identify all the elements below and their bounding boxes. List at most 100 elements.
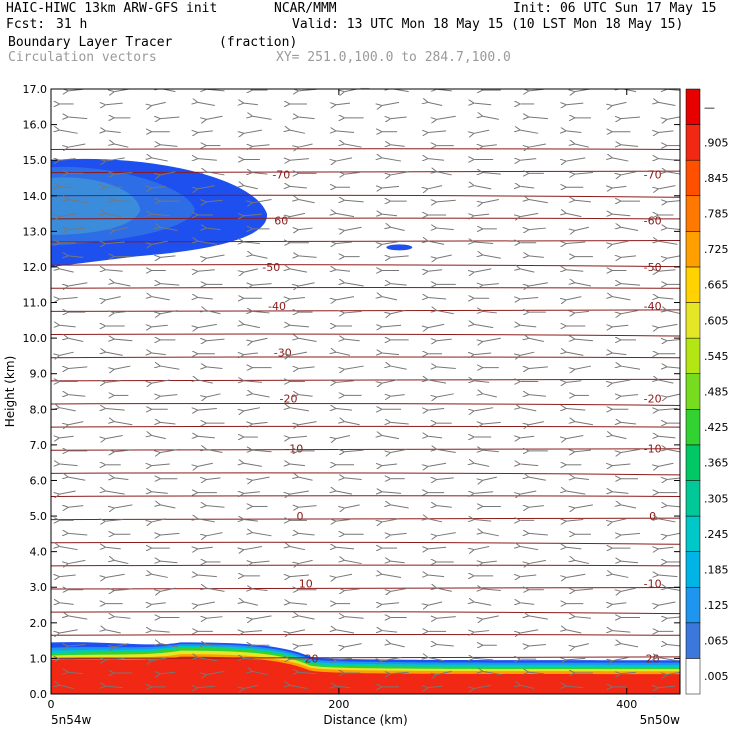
wind-vector [152,631,170,633]
wind-vector [658,102,676,107]
wind-vector [658,408,678,410]
wind-vector [529,367,548,369]
wind-vector [160,587,176,591]
circulation-vector-layer [60,89,680,689]
wind-vector [667,532,680,536]
wind-vector [483,615,499,619]
wind-vector [667,449,680,453]
wind-vector [437,644,454,646]
contour-line [51,656,680,659]
contour-label-left: 10 [299,578,313,591]
wind-vector [198,658,217,662]
wind-vector [106,686,123,688]
colorbar-label: .905 [704,136,729,149]
wind-vector [621,256,637,258]
wind-vector [106,157,125,161]
wind-vector [391,171,409,175]
wind-vector [566,491,586,495]
wind-vector [520,212,539,216]
wind-vector [520,186,535,188]
wind-vector [114,283,131,287]
wind-vector [667,506,680,508]
wind-vector [206,367,223,369]
wind-vector [391,644,405,648]
colorbar-swatch [685,444,701,481]
wind-vector [68,506,84,508]
contour-label-right: -70 [644,168,662,181]
wind-vector [106,630,121,634]
wind-vector [253,561,270,563]
wind-vector [253,173,268,175]
wind-vector [244,353,258,355]
wind-vector [345,311,362,313]
wind-vector [428,601,443,605]
wind-vector [520,685,535,689]
wind-vector [437,367,456,369]
wind-vector [160,561,178,563]
center-label: NCAR/MMM [274,1,337,16]
contour-label-left: -50 [262,261,280,274]
wind-vector [382,574,402,578]
wind-vector [483,199,499,203]
wind-vector [382,353,400,355]
wind-vector [345,450,364,452]
wind-vector [198,102,215,107]
wind-vector [520,464,539,466]
wind-vector [160,256,176,258]
wind-vector [612,240,629,244]
wind-vector [612,158,629,162]
wind-vector [345,200,364,202]
wind-vector [428,547,447,549]
wind-vector [391,587,409,591]
wind-vector [160,310,178,314]
wind-vector [244,407,260,411]
wind-vector [575,589,593,591]
contour-line [51,564,680,567]
wind-vector [244,545,262,549]
wind-vector [428,686,443,688]
wind-vector [253,476,270,480]
wind-vector [299,367,315,369]
y-tick-label: 0.0 [30,688,48,701]
wind-vector [114,504,133,508]
wind-vector [152,492,168,494]
wind-vector [566,296,582,300]
wind-vector [253,589,268,591]
wind-vector [437,115,456,119]
wind-vector [382,325,402,327]
wind-vector [621,505,637,509]
y-tick-label: 8.0 [30,403,48,416]
wind-vector [483,394,497,398]
contour-label-right: 20 [646,652,660,665]
wind-vector [621,422,637,424]
wind-vector [437,172,452,176]
contour-label-right: -20 [644,393,662,406]
wind-vector [152,214,170,216]
forecast-label: Fcst: [6,17,46,32]
wind-vector [206,478,221,480]
wind-vector [575,450,591,452]
wind-vector [152,353,166,355]
wind-vector [206,532,223,536]
wind-vector [198,159,217,161]
wind-vector [658,575,678,577]
wind-vector [244,186,258,190]
wind-vector [575,422,594,426]
contour-label-left: -40 [268,300,286,313]
wind-vector [290,351,308,355]
wind-vector [658,270,676,272]
colorbar-swatch [685,88,701,125]
wind-vector [621,448,641,452]
wind-vector [68,228,86,230]
colorbar-label: .485 [704,386,729,399]
wind-vector [206,617,223,619]
wind-vector [391,672,409,674]
wind-vector [474,492,494,494]
wind-vector [206,172,225,176]
wind-vector [198,408,217,410]
wind-vector [658,686,676,688]
wind-vector [529,421,544,425]
wind-vector [474,129,490,133]
wind-vector [621,533,641,535]
colorbar-label: .365 [704,457,729,470]
